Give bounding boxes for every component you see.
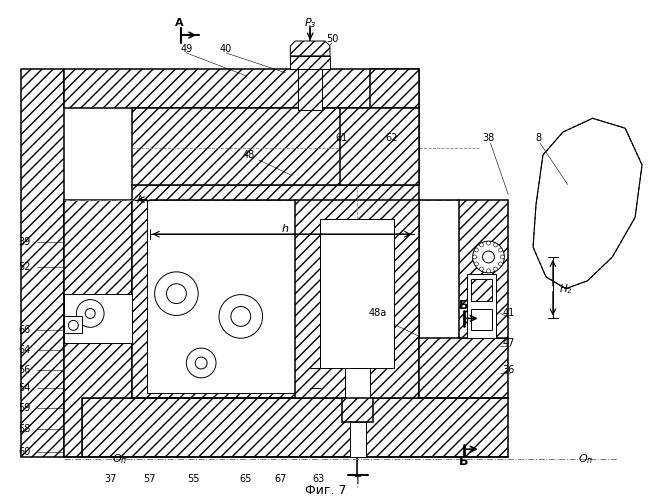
Text: А: А <box>175 18 183 28</box>
Bar <box>342 398 373 422</box>
Polygon shape <box>21 69 65 457</box>
Circle shape <box>494 267 498 271</box>
Circle shape <box>76 300 104 328</box>
Text: Фиг. 7: Фиг. 7 <box>305 484 347 498</box>
Circle shape <box>473 255 477 259</box>
Bar <box>320 220 394 368</box>
Polygon shape <box>65 316 82 334</box>
Text: 59: 59 <box>19 402 31 412</box>
Text: 64: 64 <box>19 345 31 355</box>
Circle shape <box>195 357 207 369</box>
Text: 8: 8 <box>535 133 541 143</box>
Bar <box>350 422 366 457</box>
Text: 37: 37 <box>104 474 116 484</box>
Text: Б: Б <box>459 454 468 468</box>
Polygon shape <box>132 184 419 398</box>
Circle shape <box>483 251 494 263</box>
Text: 39: 39 <box>19 237 31 247</box>
Circle shape <box>486 241 490 245</box>
Text: 66: 66 <box>19 326 31 336</box>
Polygon shape <box>291 41 330 56</box>
Text: 60: 60 <box>19 447 31 457</box>
Text: 54: 54 <box>19 383 31 393</box>
Polygon shape <box>419 338 508 398</box>
Text: 41: 41 <box>502 308 515 318</box>
Text: $H_2$: $H_2$ <box>559 282 573 296</box>
Text: 49: 49 <box>180 44 193 54</box>
Text: 36: 36 <box>502 365 515 375</box>
Text: 48: 48 <box>243 150 255 160</box>
Polygon shape <box>65 200 132 457</box>
Circle shape <box>231 306 251 326</box>
Text: $O_п$: $O_п$ <box>578 452 594 466</box>
Circle shape <box>479 243 483 247</box>
Circle shape <box>167 284 186 304</box>
Text: 67: 67 <box>274 474 287 484</box>
Text: 50: 50 <box>326 34 338 44</box>
Circle shape <box>494 243 498 247</box>
Circle shape <box>186 348 216 378</box>
Polygon shape <box>82 398 508 457</box>
Polygon shape <box>459 200 508 338</box>
Text: 61: 61 <box>336 133 348 143</box>
Text: 58: 58 <box>19 424 31 434</box>
Text: 47: 47 <box>502 338 515 348</box>
Circle shape <box>486 269 490 273</box>
Text: 62: 62 <box>385 133 398 143</box>
Polygon shape <box>132 108 419 184</box>
Text: Б: Б <box>459 299 468 312</box>
Bar <box>471 308 492 330</box>
Polygon shape <box>295 200 419 398</box>
Text: $O_п$: $O_п$ <box>112 452 128 466</box>
Bar <box>345 368 370 398</box>
Text: 57: 57 <box>144 474 156 484</box>
Circle shape <box>498 262 502 266</box>
Circle shape <box>475 248 479 252</box>
Text: 40: 40 <box>220 44 232 54</box>
Polygon shape <box>65 294 132 343</box>
Polygon shape <box>65 69 419 108</box>
Text: А: А <box>136 194 144 204</box>
Text: 65: 65 <box>240 474 252 484</box>
Circle shape <box>475 262 479 266</box>
Text: 55: 55 <box>187 474 200 484</box>
Text: 52: 52 <box>18 262 31 272</box>
Polygon shape <box>291 56 330 69</box>
Circle shape <box>155 272 199 316</box>
Bar <box>471 279 492 300</box>
Bar <box>467 274 496 338</box>
Circle shape <box>500 255 504 259</box>
Polygon shape <box>147 200 310 392</box>
Text: $P_з$: $P_з$ <box>304 16 317 30</box>
Text: 48a: 48a <box>368 308 387 318</box>
Text: 38: 38 <box>483 133 494 143</box>
Text: T: T <box>354 476 360 486</box>
Text: 63: 63 <box>312 474 324 484</box>
Circle shape <box>219 294 263 338</box>
Circle shape <box>69 320 78 330</box>
Polygon shape <box>370 69 419 108</box>
Circle shape <box>498 248 502 252</box>
Circle shape <box>473 241 504 273</box>
Circle shape <box>86 308 95 318</box>
Polygon shape <box>340 108 419 184</box>
Text: h: h <box>282 224 289 234</box>
Circle shape <box>479 267 483 271</box>
Text: 56: 56 <box>19 365 31 375</box>
Polygon shape <box>298 69 322 110</box>
